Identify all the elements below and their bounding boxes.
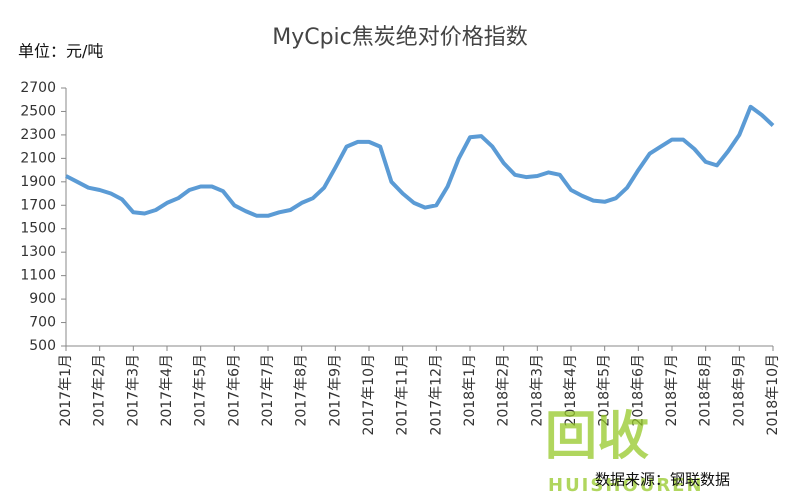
x-tick-label: 2017年1月	[58, 354, 74, 427]
y-tick-label: 2700	[20, 80, 56, 96]
y-tick-label: 2500	[20, 103, 56, 119]
x-tick-label: 2017年5月	[193, 354, 209, 427]
x-tick-label: 2017年8月	[294, 354, 310, 427]
y-tick-label: 2300	[20, 127, 56, 143]
y-tick-label: 900	[29, 291, 56, 307]
x-tick-label: 2018年5月	[597, 354, 613, 427]
chart-title: MyCpic焦炭绝对价格指数	[272, 25, 528, 50]
y-unit-label: 单位：元/吨	[18, 42, 103, 61]
x-tick-label: 2018年6月	[630, 354, 646, 427]
source-note: 数据来源：钢联数据	[595, 471, 730, 489]
data-line	[65, 104, 775, 218]
x-tick-label: 2018年8月	[698, 354, 714, 427]
x-tick-label: 2017年12月	[428, 354, 444, 435]
y-tick-label: 700	[29, 315, 56, 331]
x-tick-label: 2017年11月	[395, 354, 411, 435]
x-tick-label: 2018年9月	[731, 354, 747, 427]
y-tick-label: 1900	[20, 174, 56, 190]
y-tick-label: 500	[29, 338, 56, 354]
x-tick-label: 2018年10月	[765, 354, 781, 435]
watermark-logo: 回收	[545, 407, 649, 467]
y-tick-label: 2100	[20, 150, 56, 166]
x-tick-label: 2017年4月	[159, 354, 175, 427]
watermark-text: HUISHOUREN	[548, 475, 704, 496]
y-tick-label: 1500	[20, 221, 56, 237]
x-tick-label: 2017年6月	[226, 354, 242, 427]
x-tick-label: 2017年3月	[125, 354, 141, 427]
x-tick-label: 2017年7月	[260, 354, 276, 427]
x-tick-label: 2018年2月	[496, 354, 512, 427]
x-tick-label: 2018年3月	[529, 354, 545, 427]
x-tick-label: 2017年9月	[327, 354, 343, 427]
y-tick-label: 1100	[20, 268, 56, 284]
x-tick-label: 2018年1月	[462, 354, 478, 427]
x-tick-label: 2018年7月	[664, 354, 680, 427]
y-tick-label: 1300	[20, 244, 56, 260]
y-tick-label: 1700	[20, 197, 56, 213]
x-tick-label: 2017年10月	[361, 354, 377, 435]
x-tick-label: 2017年2月	[92, 354, 108, 427]
x-tick-label: 2018年4月	[563, 354, 579, 427]
